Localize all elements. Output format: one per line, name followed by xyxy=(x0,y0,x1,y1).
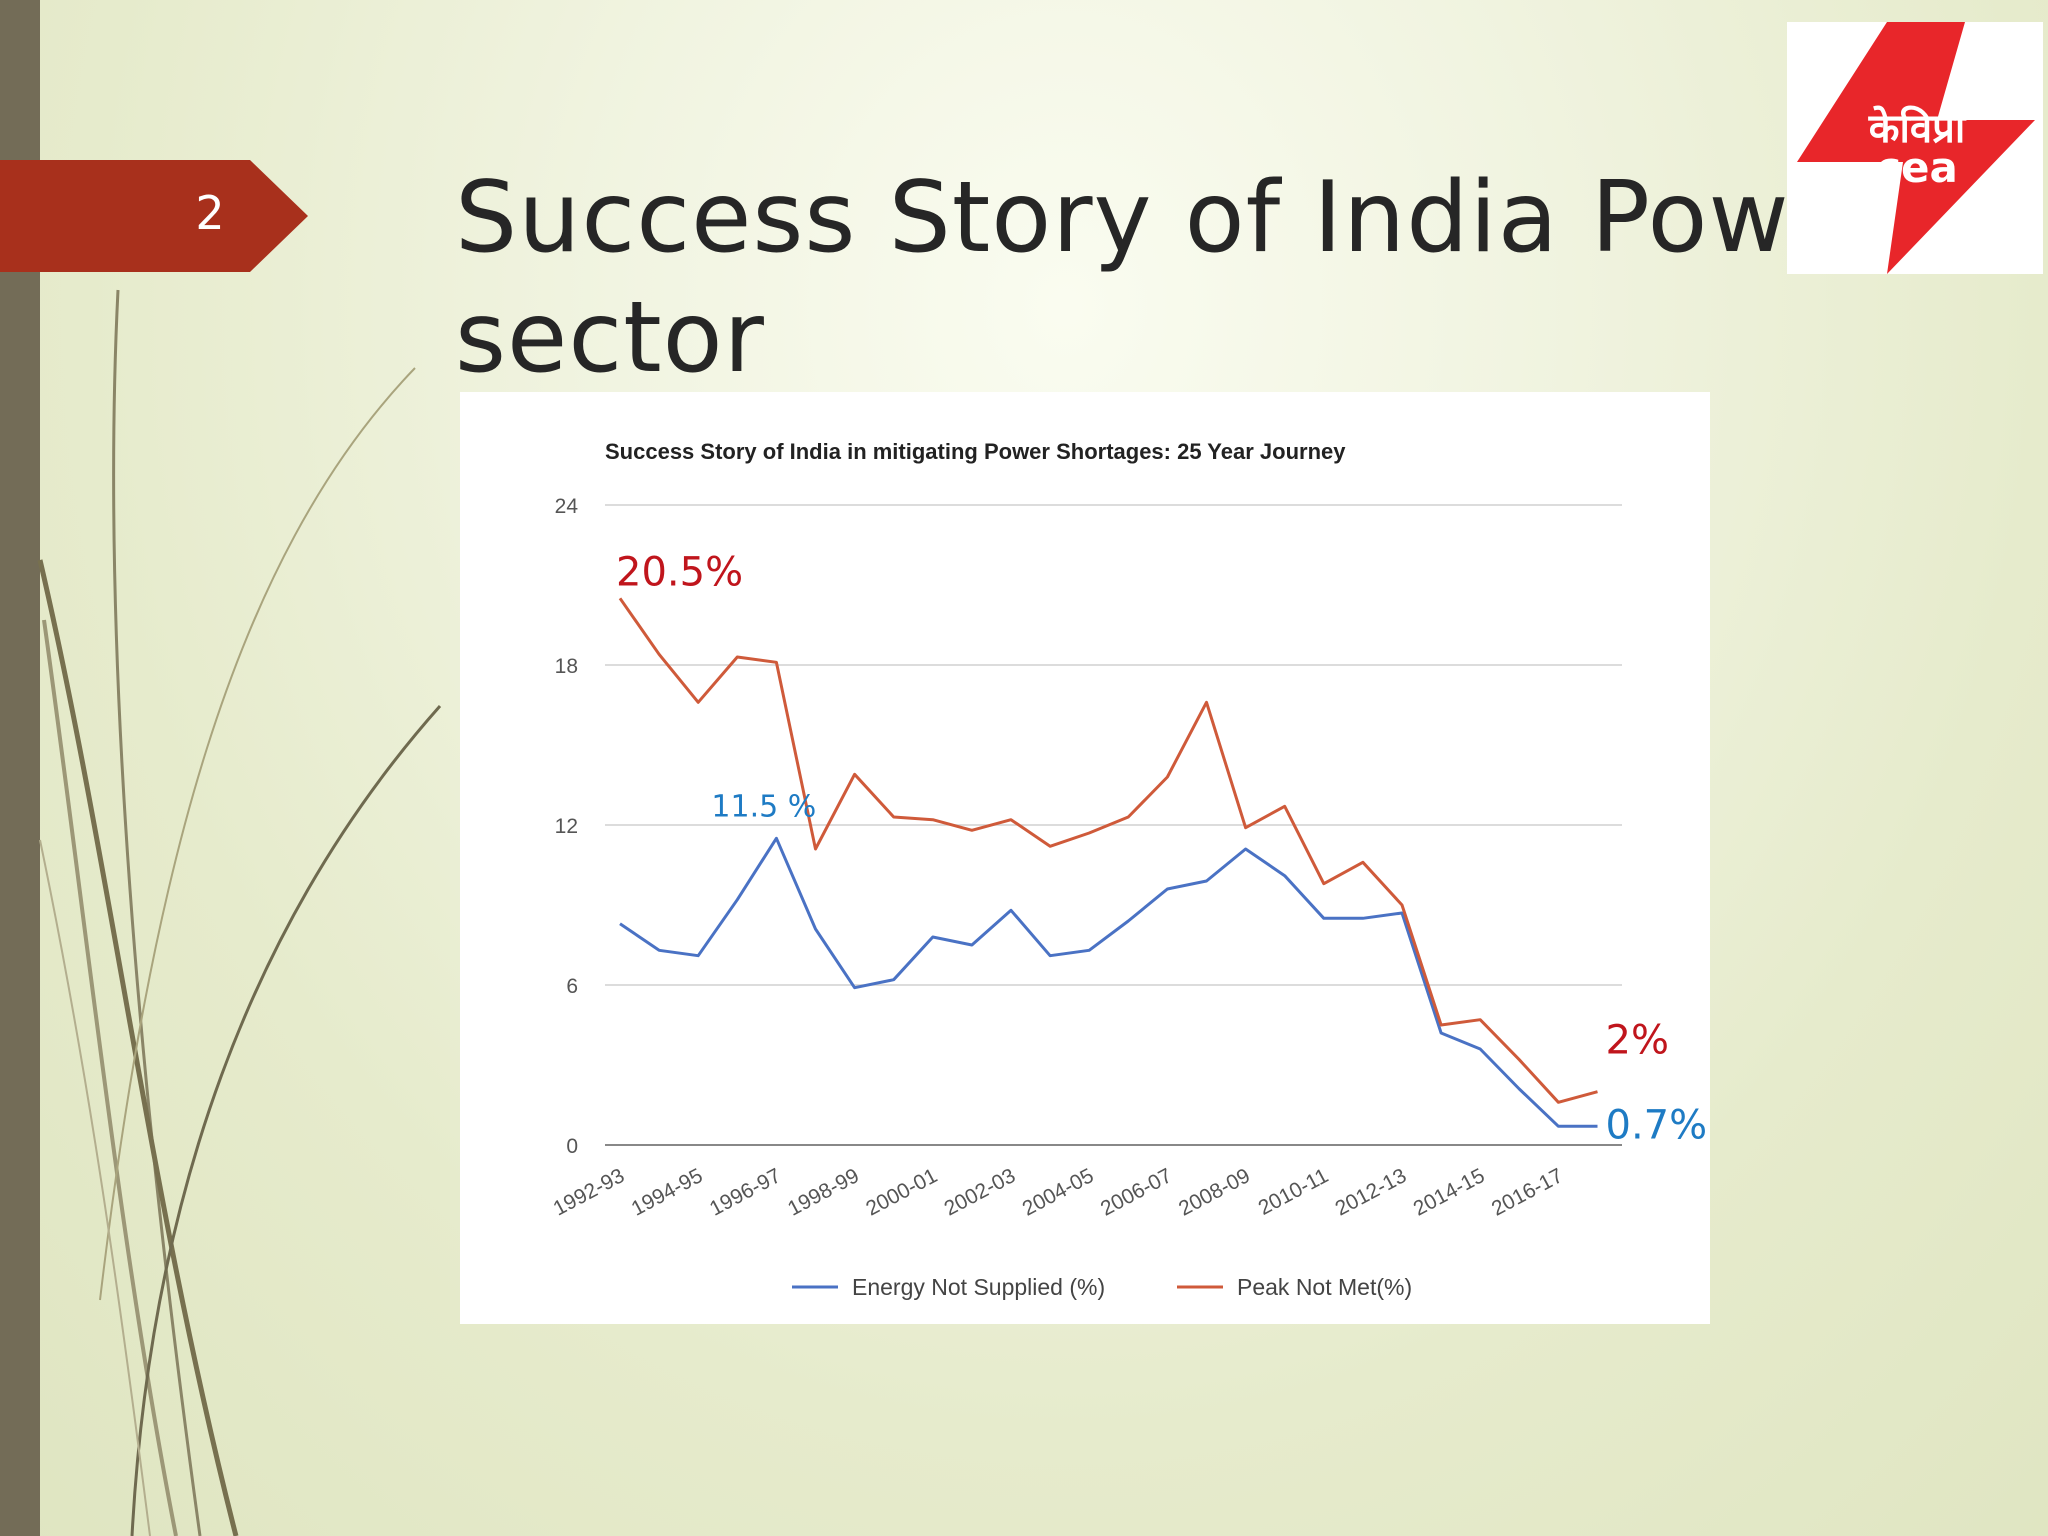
x-axis-ticks: 1992-93 1994-95 1996-97 1998-99 2000-01 2002-… xyxy=(549,1164,1566,1220)
y-tick-label: 6 xyxy=(566,975,578,998)
x-tick-label: 1998-99 xyxy=(784,1164,863,1220)
series-lines xyxy=(618,597,1598,1128)
x-tick-label: 2008-09 xyxy=(1175,1164,1254,1220)
y-tick-label: 24 xyxy=(555,495,579,518)
y-tick-label: 12 xyxy=(555,815,578,838)
series-line-peak-not-met xyxy=(618,597,1598,1104)
x-tick-label: 1992-93 xyxy=(549,1164,628,1220)
x-tick-label: 2012-13 xyxy=(1331,1164,1410,1220)
slide-number: 2 xyxy=(195,186,225,240)
y-tick-label: 18 xyxy=(555,655,578,678)
decorative-grass-lines xyxy=(37,289,442,1536)
chart-title: Success Story of India in mitigating Pow… xyxy=(605,439,1346,464)
x-tick-label: 2002-03 xyxy=(940,1164,1019,1220)
chart-legend: Energy Not Supplied (%) Peak Not Met(%) xyxy=(792,1274,1412,1300)
x-tick-label: 2006-07 xyxy=(1097,1164,1176,1220)
slide-title: Success Story of India Power sector xyxy=(455,161,1893,395)
x-tick-label: 2010-11 xyxy=(1255,1164,1332,1220)
legend-label: Peak Not Met(%) xyxy=(1237,1274,1412,1300)
y-tick-label: 0 xyxy=(566,1135,578,1158)
annotation-label: 2% xyxy=(1606,1018,1669,1064)
annotation-label: 11.5 % xyxy=(711,789,816,824)
x-tick-label: 1994-95 xyxy=(628,1164,707,1220)
cea-logo: केविप्रा cea xyxy=(1787,22,2043,274)
x-tick-label: 2014-15 xyxy=(1410,1164,1489,1220)
x-tick-label: 1996-97 xyxy=(706,1164,785,1220)
y-axis-ticks: 0 6 12 18 24 xyxy=(555,495,579,1158)
x-tick-label: 2000-01 xyxy=(862,1164,941,1220)
chart-panel: Success Story of India in mitigating Pow… xyxy=(460,392,1710,1324)
logo-hindi-text: केविप्रा xyxy=(1868,105,1967,152)
line-chart: Success Story of India in mitigating Pow… xyxy=(549,439,1707,1300)
gridlines xyxy=(605,504,1622,1146)
annotation-label: 20.5% xyxy=(616,549,743,595)
series-line-energy-not-supplied xyxy=(619,836,1598,1128)
annotation-label: 0.7% xyxy=(1606,1102,1708,1148)
logo-cea-text: cea xyxy=(1876,143,1958,192)
annotations: 20.5% 11.5 % 2% 0.7% xyxy=(616,549,1707,1148)
x-tick-label: 2016-17 xyxy=(1488,1164,1567,1220)
legend-label: Energy Not Supplied (%) xyxy=(852,1274,1105,1300)
slide-number-tab xyxy=(0,160,308,272)
x-tick-label: 2004-05 xyxy=(1019,1164,1098,1220)
